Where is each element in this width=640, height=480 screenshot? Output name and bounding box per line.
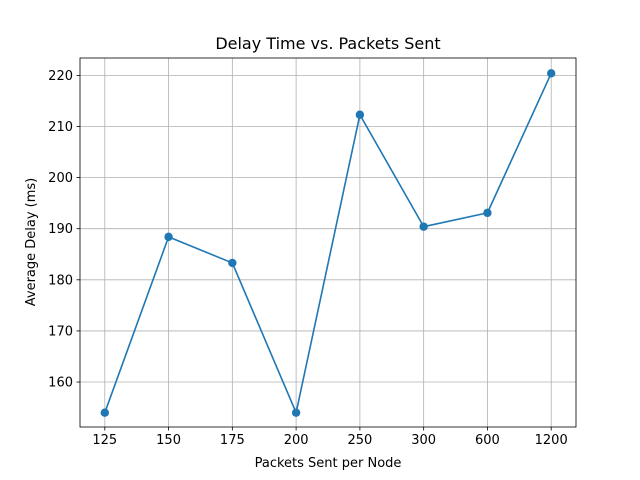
data-point — [164, 232, 173, 242]
data-point — [547, 69, 556, 78]
data-point — [419, 222, 428, 231]
x-tick-label: 200 — [284, 433, 309, 448]
data-point — [483, 208, 492, 218]
y-tick-label: 200 — [48, 171, 73, 186]
y-tick-label: 220 — [48, 69, 73, 84]
data-point — [355, 110, 365, 119]
x-tick-label: 150 — [156, 433, 181, 448]
series-layer — [100, 69, 556, 417]
x-tick-label: 125 — [92, 433, 117, 448]
x-tick-label: 175 — [220, 433, 245, 448]
data-point — [228, 258, 237, 268]
y-axis-label: Average Delay (ms) — [24, 178, 39, 307]
x-axis-label: Packets Sent per Node — [255, 456, 402, 471]
x-tick-label: 600 — [475, 433, 500, 448]
chart-title: Delay Time vs. Packets Sent — [215, 34, 440, 53]
y-tick-label: 170 — [48, 324, 73, 339]
y-tick-label: 210 — [48, 120, 73, 135]
ticks: 125 150 175 200 250 300 600 1200 160 170 180 190 200… — [48, 69, 568, 448]
x-tick-label: 1200 — [535, 433, 568, 448]
y-tick-label: 160 — [48, 376, 73, 391]
data-point — [291, 408, 301, 417]
y-tick-label: 180 — [48, 273, 73, 288]
data-point — [100, 408, 110, 417]
plot-frame — [79, 57, 577, 428]
x-tick-label: 250 — [347, 433, 372, 448]
grid — [80, 58, 576, 427]
y-tick-label: 190 — [48, 222, 73, 237]
series-line — [104, 72, 552, 414]
x-tick-label: 300 — [411, 433, 436, 448]
